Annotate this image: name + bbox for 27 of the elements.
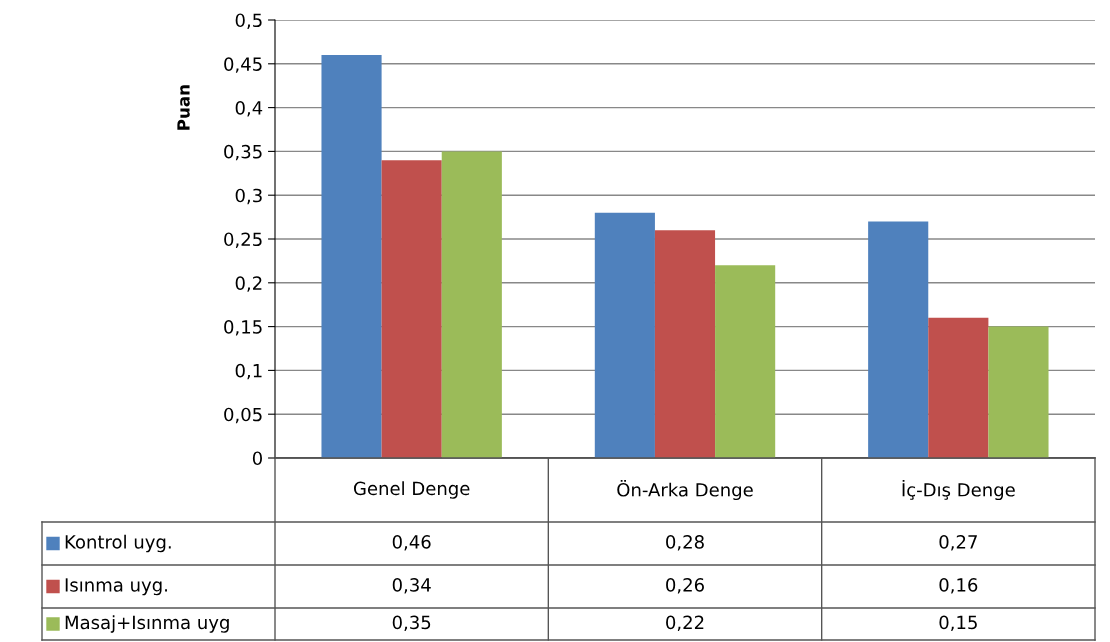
legend-label: Masaj+Isınma uyg bbox=[65, 615, 229, 633]
y-tick-label: 0,15 bbox=[224, 320, 262, 336]
legend-label: Isınma uyg. bbox=[65, 578, 167, 596]
x-tick-label: Ön-Arka Denge bbox=[617, 479, 753, 501]
data-label: 0,26 bbox=[666, 578, 704, 594]
data-label: 0,16 bbox=[939, 578, 978, 594]
y-tick-label: 0,35 bbox=[224, 144, 262, 161]
legend-label: Kontrol uyg. bbox=[65, 534, 171, 553]
y-tick-label: 0,4 bbox=[235, 101, 263, 117]
y-tick-label: 0,1 bbox=[235, 363, 262, 380]
data-label: 0,46 bbox=[392, 535, 431, 551]
y-tick-label: 0,05 bbox=[224, 407, 262, 424]
y-tick-label: 0,5 bbox=[235, 13, 262, 29]
x-tick-label: İç-Dış Denge bbox=[902, 479, 1015, 501]
data-label: 0,34 bbox=[392, 578, 431, 594]
x-tick-label: Genel Denge bbox=[353, 481, 470, 499]
data-label: 0,35 bbox=[392, 615, 431, 632]
y-tick-label: 0,2 bbox=[235, 276, 262, 292]
data-label: 0,15 bbox=[939, 615, 977, 632]
y-tick-label: 0,45 bbox=[224, 57, 262, 73]
y-tick-label: 0,3 bbox=[235, 188, 262, 205]
data-label: 0,27 bbox=[939, 535, 977, 551]
data-label: 0,28 bbox=[666, 535, 704, 551]
data-label: 0,22 bbox=[666, 615, 704, 632]
y-tick-label: 0 bbox=[252, 451, 262, 466]
y-tick-label: 0,25 bbox=[224, 232, 262, 248]
y-axis-title: Puan bbox=[177, 85, 190, 130]
